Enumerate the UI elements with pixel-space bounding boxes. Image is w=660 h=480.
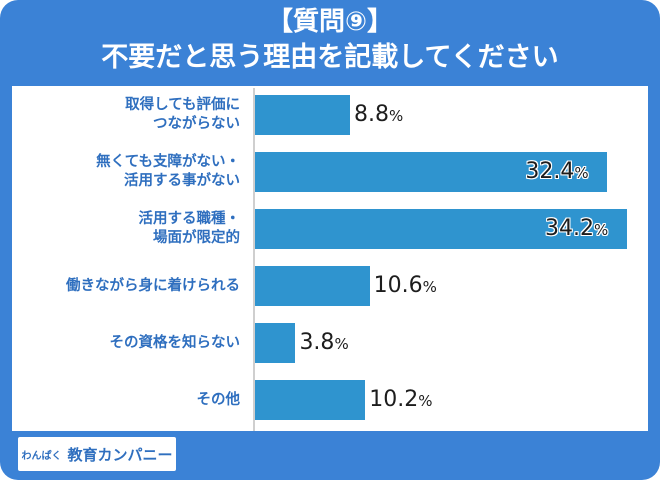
category-label-line: 働きながら身に着けられる — [66, 277, 240, 294]
value-number: 8.8 — [353, 102, 389, 127]
category-label-line: 活用する事がない — [124, 173, 240, 189]
bar — [254, 95, 350, 135]
company-logo: わんぱく 教育カンパニー — [18, 437, 176, 471]
category-label: その資格を知らない — [0, 334, 241, 353]
category-label: 取得しても評価につながらない — [0, 96, 240, 134]
category-label: 活用する職種・場面が限定的 — [0, 210, 241, 248]
value-unit: % — [418, 392, 433, 410]
bar — [254, 380, 366, 420]
category-label-line: 活用する職種・ — [138, 211, 241, 227]
category-label-line: 無くても支障がない・ — [96, 154, 240, 170]
bar — [254, 209, 627, 249]
value-number: 34.2 — [545, 216, 594, 241]
value-label: 10.2% — [369, 380, 432, 421]
bar — [254, 266, 370, 306]
title-question-number: 【質問⑨】 — [266, 7, 393, 37]
value-number: 32.4 — [525, 159, 575, 184]
category-label-line: 場面が限定的 — [153, 230, 240, 246]
value-label: 32.4% — [525, 152, 588, 193]
chart-title: 【質問⑨】 不要だと思う理由を記載してください — [0, 4, 660, 76]
category-axis-line — [253, 88, 255, 431]
logo-small-text: わんぱく — [21, 450, 62, 462]
category-label-line: 取得しても評価に — [125, 97, 240, 113]
category-label-line: その資格を知らない — [109, 334, 241, 351]
chart-panel — [12, 86, 648, 431]
bar — [254, 152, 608, 192]
value-label: 3.8% — [299, 323, 348, 364]
category-label: 無くても支障がない・活用する事がない — [0, 153, 240, 191]
bar — [254, 323, 296, 363]
category-label: 働きながら身に着けられる — [0, 277, 240, 296]
value-unit: % — [574, 164, 589, 182]
category-label: その他 — [0, 391, 241, 410]
category-label-line: つながらない — [153, 116, 240, 132]
value-label: 10.6% — [374, 266, 437, 307]
category-label-line: その他 — [196, 391, 241, 408]
logo-main-text: 教育カンパニー — [67, 445, 173, 464]
value-label: 34.2% — [545, 209, 608, 250]
value-unit: % — [593, 221, 609, 239]
value-unit: % — [334, 335, 349, 353]
value-unit: % — [422, 278, 437, 296]
title-question-text: 不要だと思う理由を記載してください — [101, 42, 559, 73]
value-unit: % — [388, 107, 404, 125]
value-number: 3.8 — [299, 330, 335, 355]
value-number: 10.6 — [373, 273, 423, 298]
value-label: 8.8% — [354, 95, 403, 136]
value-number: 10.2 — [369, 387, 419, 412]
